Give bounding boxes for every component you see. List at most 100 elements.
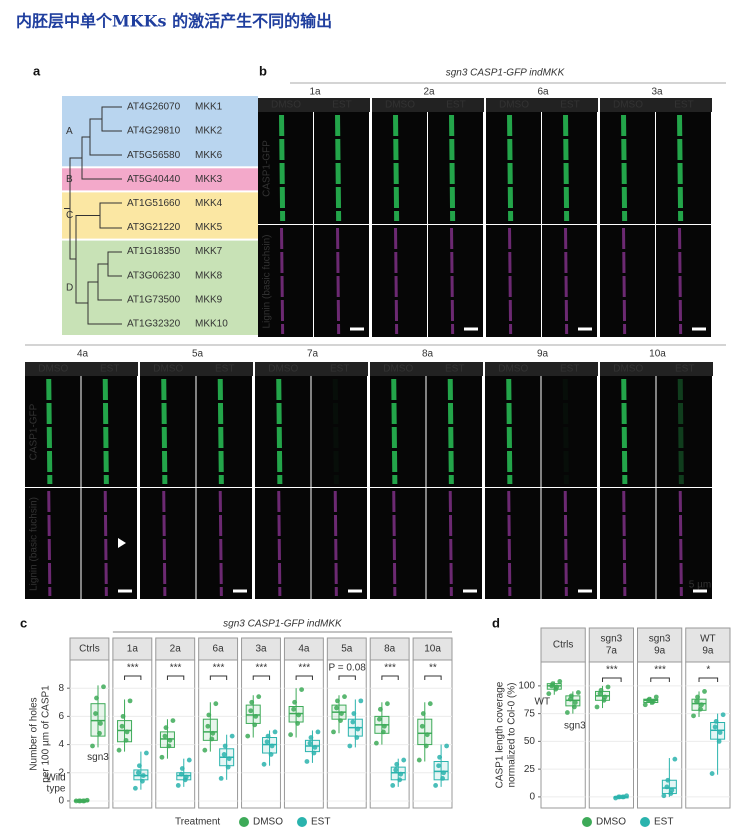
legend-label: DMSO [596,817,626,828]
data-point [292,699,298,705]
data-point [209,736,215,742]
micrograph [486,112,541,224]
line-label: 3a [651,87,663,98]
gene-name: MKK1 [195,102,223,113]
y-tick-label: 2 [58,767,64,778]
data-point [433,783,439,788]
data-point [127,698,133,704]
data-point [186,757,192,763]
gene-id: AT4G26070 [127,102,181,113]
micrograph [314,225,369,337]
micrograph [311,376,367,487]
y-tick-label: 4 [58,739,64,750]
data-point [342,694,347,700]
signal-strip [507,490,512,597]
micrograph [370,376,426,487]
micrograph [258,112,313,224]
data-point [355,726,361,732]
y-axis-label: Number of holes [29,697,40,770]
facet-panel [155,659,196,809]
data-point [420,711,426,716]
data-point [170,718,176,724]
micrograph [140,376,196,487]
data-point [179,766,185,771]
significance-label: P = 0.08 [328,663,366,674]
data-point [226,756,232,762]
micrograph [255,488,311,599]
data-point [602,694,608,700]
legend-title: Treatment [175,817,220,828]
data-point [381,723,387,729]
data-point [575,690,581,695]
line-label: 8a [422,349,434,360]
significance-label: * [706,665,710,676]
data-point [594,704,600,710]
treatment-bar [486,98,598,112]
legend-label: EST [311,817,330,828]
panel-header: sgn3 CASP1-GFP indMKK [223,619,343,630]
data-point [350,719,356,725]
gene-id: AT1G73500 [127,294,181,305]
data-point [77,798,83,804]
micrograph [600,488,656,599]
data-point [424,732,430,738]
gene-name: MKK10 [195,319,228,330]
signal-strip [218,490,223,597]
data-point [221,752,227,757]
treatment-label: EST [100,364,119,375]
group-label: D [66,282,73,293]
micrograph [370,488,426,599]
signal-strip [621,114,628,222]
signal-strip [332,378,339,485]
signal-strip [333,490,338,597]
data-point [94,695,99,701]
significance-bracket [295,675,313,680]
data-point [694,699,699,704]
box-label: type [47,784,66,795]
y-tick-label: 0 [529,792,535,803]
data-point [229,733,235,739]
data-point [550,681,556,687]
signal-strip [393,114,400,222]
y-tick-label: 50 [524,736,536,747]
line-label: 9a [537,349,549,360]
signal-strip [161,378,168,485]
data-point [93,711,98,716]
significance-label: ** [429,663,437,674]
micrograph [25,488,81,599]
significance-bracket [338,675,356,680]
micrograph [196,488,252,599]
treatment-label: EST [215,364,234,375]
data-point [135,770,141,776]
micrograph [258,225,313,337]
data-point [358,698,364,704]
scale-bar-label: 5 µm [689,580,711,591]
facet-label: 9a [702,646,714,657]
treatment-label: DMSO [383,364,413,375]
group-band [62,168,258,191]
gene-name: MKK7 [195,246,223,257]
facet-label: 2a [170,644,182,655]
facet-panel [588,661,634,809]
data-point [650,699,656,704]
signal-strip [622,227,627,335]
data-point [661,793,667,799]
data-point [311,750,317,756]
legend-swatch [640,817,650,827]
significance-bracket [209,675,228,680]
significance-label: *** [654,665,666,676]
data-point [351,711,357,716]
micrograph [428,112,483,224]
data-point [646,696,652,702]
treatment-label: EST [332,100,351,111]
y-axis-label: per 100 µm of CASP1 [41,685,52,783]
signal-strip [447,378,454,485]
data-point [712,724,718,730]
facet-label: 3a [255,644,267,655]
group-label: C [66,210,73,221]
box [661,779,677,795]
data-point [140,773,146,778]
data-point [427,701,433,707]
panel-label: b [259,63,267,78]
